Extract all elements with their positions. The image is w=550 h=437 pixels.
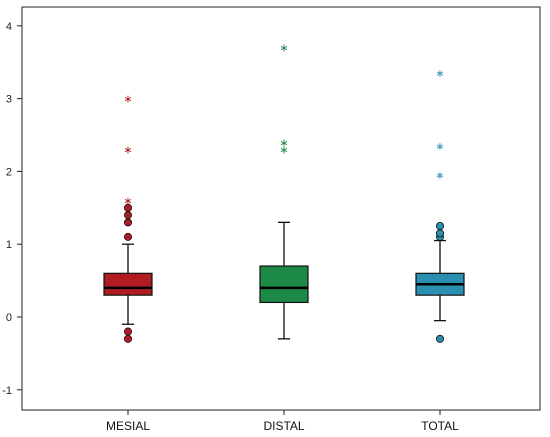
y-tick-label: -1 — [2, 385, 12, 397]
outlier-point — [124, 211, 133, 220]
y-tick-label: 1 — [6, 239, 12, 251]
y-tick-label: 0 — [6, 312, 12, 324]
box-mesial: ∗ ∗ ∗ — [103, 93, 153, 343]
outlier-point — [435, 221, 444, 230]
x-category-label: DISTAL — [263, 419, 304, 433]
extreme-point: ∗ — [435, 169, 444, 182]
outlier-point — [435, 229, 444, 238]
x-category-label: TOTAL — [421, 419, 459, 433]
extreme-point: ∗ — [123, 93, 132, 106]
iqr-box — [103, 272, 153, 296]
extreme-point: ∗ — [123, 144, 132, 157]
outlier-point — [435, 334, 444, 343]
plot-frame — [21, 6, 541, 411]
y-tick-label: 2 — [6, 166, 12, 178]
x-category-label: MESIAL — [106, 419, 150, 433]
y-tick-label: 4 — [6, 21, 12, 33]
outlier-point — [124, 232, 133, 241]
extreme-point: ∗ — [435, 67, 444, 80]
extreme-point: ∗ — [279, 42, 288, 55]
extreme-point: ∗ — [279, 144, 288, 157]
outlier-point — [124, 327, 133, 336]
box-series: ∗∗∗∗∗∗∗∗∗ — [103, 42, 465, 343]
extreme-point: ∗ — [435, 140, 444, 153]
outlier-point — [124, 218, 133, 227]
outlier-point — [124, 334, 133, 343]
iqr-box — [259, 265, 309, 304]
extreme-point: ∗ — [123, 195, 132, 208]
x-axis: MESIAL DISTAL TOTAL — [106, 410, 459, 433]
box-distal: ∗∗∗ — [259, 42, 309, 340]
y-tick-label: 3 — [6, 94, 12, 106]
outlier-point — [124, 203, 133, 212]
box-total: ∗ ∗ ∗ — [415, 67, 465, 343]
extreme-point: ∗ — [279, 136, 288, 149]
y-axis: -1 0 1 2 3 4 — [2, 21, 22, 397]
